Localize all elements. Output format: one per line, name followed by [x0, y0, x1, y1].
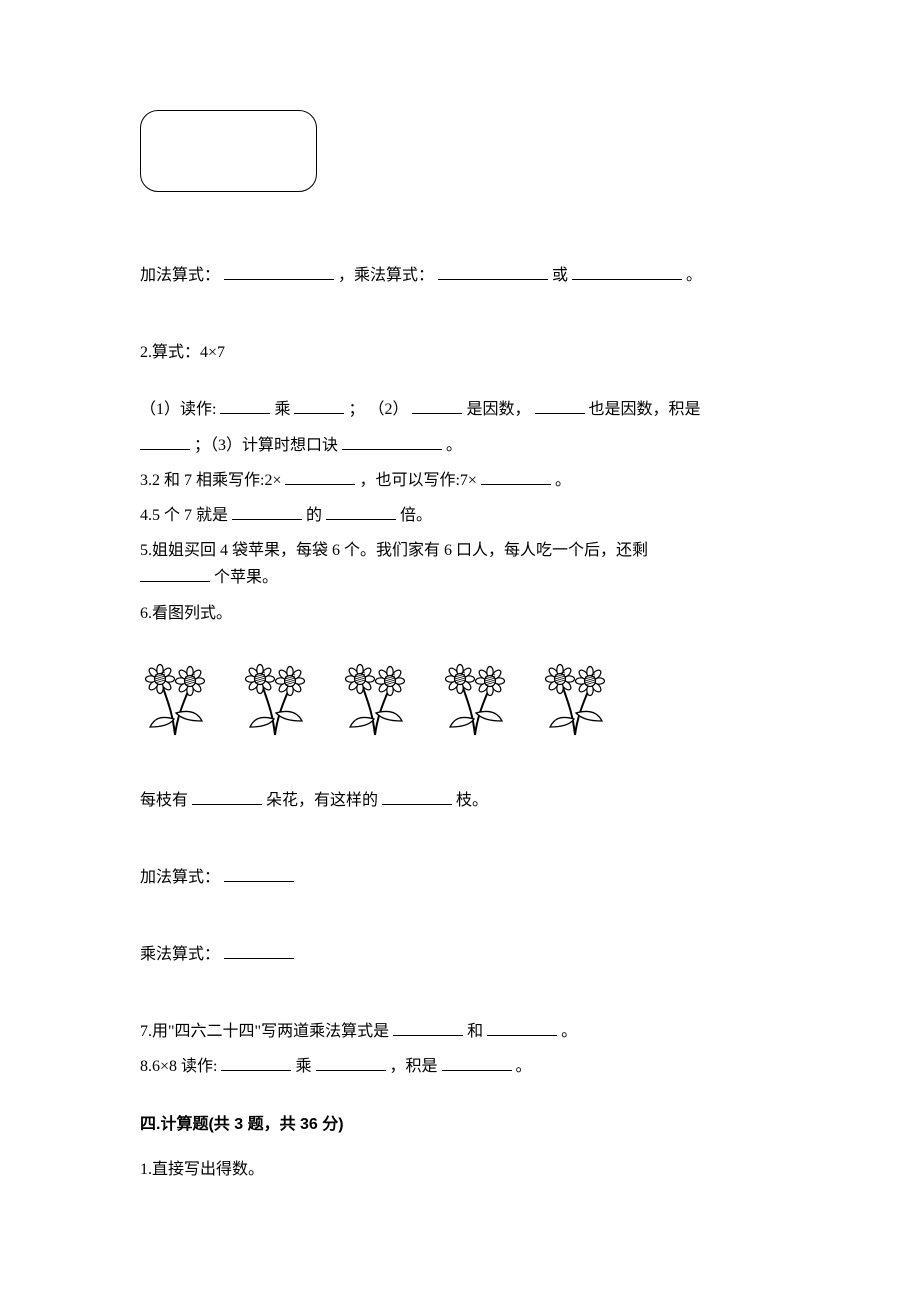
text: 。: [561, 1023, 577, 1040]
text: 4.5 个 7 就是: [140, 507, 228, 524]
section-4-title: 四.计算题(共 3 题，共 36 分): [140, 1111, 780, 1138]
q7: 7.用"四六二十四"写两道乘法算式是 和 。: [140, 1018, 780, 1045]
flower-icon: [540, 657, 610, 737]
blank: [393, 1019, 463, 1036]
blank: [224, 942, 294, 959]
text: 是因数，: [466, 401, 530, 418]
text: 。: [446, 437, 462, 454]
section-4-q1: 1.直接写出得数。: [140, 1156, 780, 1183]
text: 乘: [274, 401, 290, 418]
blank: [326, 503, 396, 520]
q3: 3.2 和 7 相乘写作:2× ，也可以写作:7× 。: [140, 467, 780, 494]
q5-line2: 个苹果。: [140, 564, 780, 591]
blank: [192, 788, 262, 805]
text: 加法算式：: [140, 267, 220, 284]
text: 的: [306, 507, 322, 524]
blank: [481, 468, 551, 485]
text: （1）读作:: [140, 401, 216, 418]
q6-line1: 每枝有 朵花，有这样的 枝。: [140, 787, 780, 814]
blank: [316, 1054, 386, 1071]
blank: [442, 1054, 512, 1071]
blank: [140, 433, 190, 450]
text: 也是因数，积是: [589, 401, 701, 418]
flower-icon: [440, 657, 510, 737]
blank: [294, 397, 344, 414]
blank: [535, 397, 585, 414]
flower-row: [140, 657, 780, 737]
text: 和: [467, 1023, 483, 1040]
text: 5.姐姐买回 4 袋苹果，每袋 6 个。我们家有 6 口人，每人吃一个后，还剩: [140, 542, 648, 559]
q5-line1: 5.姐姐买回 4 袋苹果，每袋 6 个。我们家有 6 口人，每人吃一个后，还剩: [140, 537, 780, 564]
blank: [285, 468, 355, 485]
text: 倍。: [400, 507, 432, 524]
text: ，积是: [390, 1058, 438, 1075]
blank: [232, 503, 302, 520]
text: 3.2 和 7 相乘写作:2×: [140, 472, 281, 489]
q6-head: 6.看图列式。: [140, 600, 780, 627]
text: 枝。: [456, 792, 488, 809]
q4: 4.5 个 7 就是 的 倍。: [140, 502, 780, 529]
blank: [224, 263, 334, 280]
text: ，也可以写作:7×: [359, 472, 476, 489]
text: 。: [686, 267, 702, 284]
text: 个苹果。: [214, 569, 278, 586]
expression-line-1: 加法算式： ，乘法算式： 或 。: [140, 262, 780, 289]
blank: [412, 397, 462, 414]
text: 7.用"四六二十四"写两道乘法算式是: [140, 1023, 389, 1040]
blank: [220, 397, 270, 414]
worksheet-page: 加法算式： ，乘法算式： 或 。 2.算式：4×7 （1）读作: 乘 ； （2）…: [0, 0, 920, 1302]
text: 乘: [295, 1058, 311, 1075]
flower-icon: [240, 657, 310, 737]
text: 朵花，有这样的: [266, 792, 378, 809]
q6-line2: 加法算式：: [140, 864, 780, 891]
answer-box: [140, 110, 317, 192]
text: 。: [516, 1058, 532, 1075]
text: 或: [552, 267, 568, 284]
blank: [342, 433, 442, 450]
text: ；（3）计算时想口诀: [194, 437, 338, 454]
text: 每枝有: [140, 792, 188, 809]
text: 。: [555, 472, 571, 489]
blank: [140, 565, 210, 582]
text: 加法算式：: [140, 869, 220, 886]
q2-line2: ；（3）计算时想口诀 。: [140, 432, 780, 459]
flower-icon: [340, 657, 410, 737]
text: 8.6×8 读作:: [140, 1058, 217, 1075]
text: ，乘法算式：: [338, 267, 434, 284]
text: 乘法算式：: [140, 946, 220, 963]
blank: [438, 263, 548, 280]
blank: [487, 1019, 557, 1036]
blank: [382, 788, 452, 805]
text: ； （2）: [348, 401, 408, 418]
blank: [221, 1054, 291, 1071]
q8: 8.6×8 读作: 乘 ，积是 。: [140, 1053, 780, 1080]
q6-line3: 乘法算式：: [140, 941, 780, 968]
blank: [224, 865, 294, 882]
blank: [572, 263, 682, 280]
flower-icon: [140, 657, 210, 737]
q2-line1: （1）读作: 乘 ； （2） 是因数， 也是因数，积是: [140, 396, 780, 423]
q2-head: 2.算式：4×7: [140, 339, 780, 366]
